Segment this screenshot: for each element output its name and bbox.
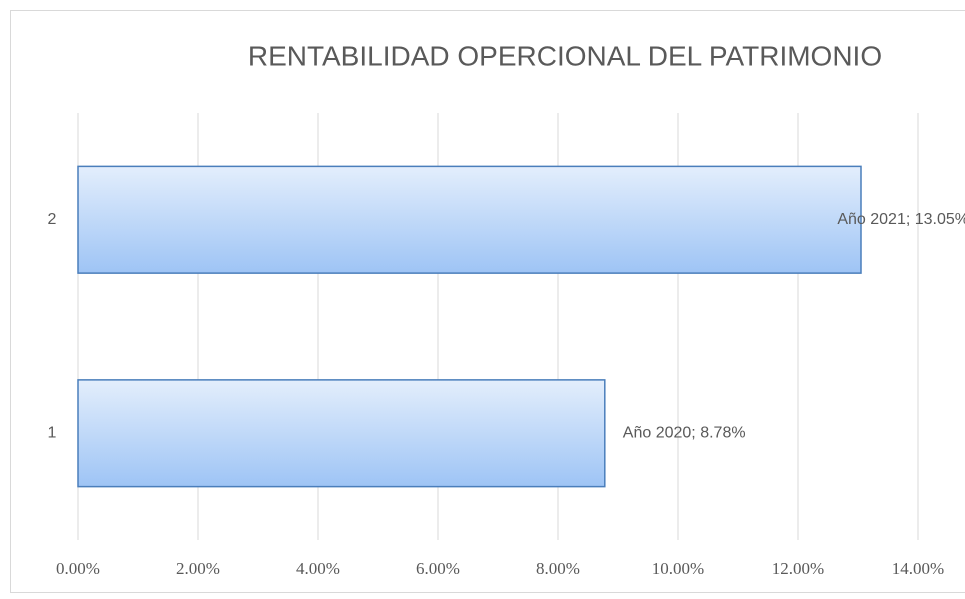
- x-tick-label: 0.00%: [56, 559, 100, 578]
- data-label: Año 2020; 8.78%: [623, 424, 746, 441]
- y-tick-label: 1: [48, 424, 57, 441]
- chart-title: RENTABILIDAD OPERCIONAL DEL PATRIMONIO: [248, 40, 882, 71]
- x-tick-label: 12.00%: [772, 559, 824, 578]
- x-tick-label: 4.00%: [296, 559, 340, 578]
- x-tick-label: 10.00%: [652, 559, 704, 578]
- bar: [77, 379, 606, 488]
- x-tick-label: 6.00%: [416, 559, 460, 578]
- chart-frame: [10, 10, 965, 593]
- x-tick-label: 14.00%: [892, 559, 944, 578]
- x-tick-label: 8.00%: [536, 559, 580, 578]
- x-tick-label: 2.00%: [176, 559, 220, 578]
- y-tick-label: 2: [48, 211, 57, 228]
- bar: [77, 165, 862, 274]
- data-label: Año 2021; 13.05%: [837, 211, 965, 228]
